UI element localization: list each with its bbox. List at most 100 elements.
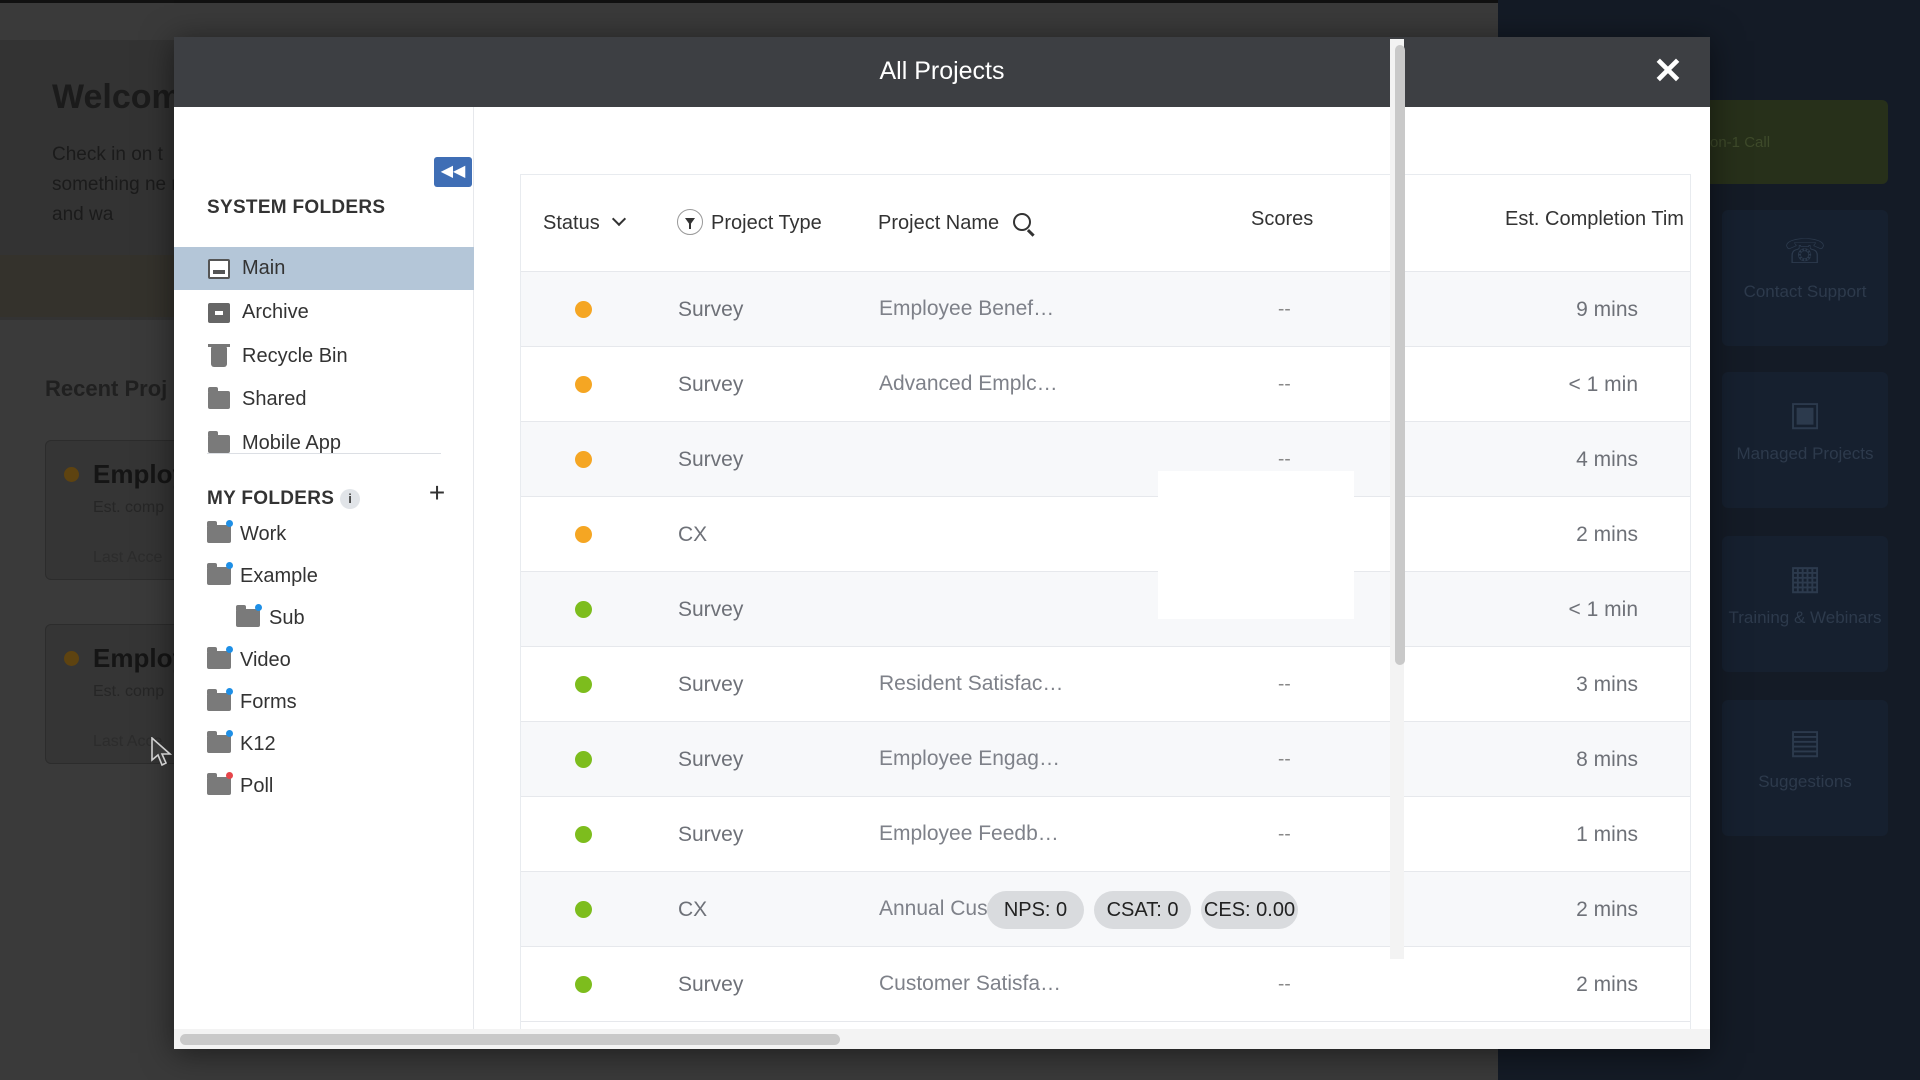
completion-time-cell: 2 mins: [1576, 523, 1638, 546]
folder-label: Video: [240, 648, 291, 671]
table-header: Status Project Type Project Name Scores …: [521, 175, 1690, 272]
vertical-scrollbar-thumb[interactable]: [1395, 45, 1405, 665]
project-type-cell: Survey: [678, 823, 744, 846]
project-type-column-header[interactable]: Project Type: [677, 175, 822, 271]
project-type-cell: Survey: [678, 298, 744, 321]
folder-item-poll[interactable]: Poll: [207, 769, 273, 803]
training-webinars-tile[interactable]: ▦ Training & Webinars: [1722, 536, 1888, 672]
trash-icon: [208, 343, 230, 367]
filter-icon[interactable]: [677, 209, 703, 235]
table-row[interactable]: Survey Employee Feedb… -- 1 mins: [521, 797, 1690, 872]
contact-support-tile[interactable]: ☏ Contact Support: [1722, 210, 1888, 346]
sidebar-item-label: Recycle Bin: [242, 345, 348, 367]
table-row[interactable]: Survey Advanced Emplc… -- < 1 min: [521, 347, 1690, 422]
scores-cell: --: [1278, 674, 1291, 695]
completion-time-cell: 2 mins: [1576, 898, 1638, 921]
folder-icon: [208, 430, 230, 453]
table-row[interactable]: Survey Resident Satisfac… -- 3 mins: [521, 647, 1690, 722]
folder-item-sub[interactable]: Sub: [236, 601, 305, 635]
my-folders-heading: MY FOLDERS i: [207, 488, 361, 510]
sidebar-item-recycle-bin[interactable]: Recycle Bin: [174, 335, 474, 378]
folder-item-example[interactable]: Example: [207, 559, 318, 593]
recent-project-card[interactable]: Employ Est. comp Last Acce: [45, 440, 187, 580]
folder-item-work[interactable]: Work: [207, 517, 286, 551]
folder-item-video[interactable]: Video: [207, 643, 291, 677]
scores-cell: --: [1278, 974, 1291, 995]
archive-icon: [208, 302, 230, 323]
chevron-down-icon: [611, 211, 626, 227]
horizontal-scrollbar-thumb[interactable]: [180, 1034, 840, 1045]
close-icon[interactable]: ✕: [1652, 50, 1684, 91]
project-type-cell: Survey: [678, 748, 744, 771]
project-name-link[interactable]: Employee Feedb…: [879, 822, 1059, 845]
my-folders-label: MY FOLDERS: [207, 488, 335, 509]
folder-tag: [226, 520, 233, 527]
status-dot: [64, 651, 79, 666]
scores-cell: --: [1278, 374, 1291, 395]
sidebar-divider: [207, 453, 441, 454]
folder-tag: [226, 646, 233, 653]
scores-cell: --: [1278, 824, 1291, 845]
completion-time-cell: 4 mins: [1576, 448, 1638, 471]
sidebar-item-mobile-app[interactable]: Mobile App: [174, 422, 474, 465]
sidebar-item-label: Mobile App: [242, 432, 341, 454]
card-last-accessed: Last Acce: [93, 549, 163, 566]
status-dot: [575, 601, 592, 618]
project-name-column-header[interactable]: Project Name: [878, 175, 1032, 271]
add-folder-icon[interactable]: +: [428, 477, 446, 508]
completion-time-cell: 9 mins: [1576, 298, 1638, 321]
folder-label: Poll: [240, 774, 274, 797]
sidebar-item-shared[interactable]: Shared: [174, 378, 474, 421]
card-meta: Est. comp: [93, 499, 165, 516]
status-dot: [575, 826, 592, 843]
sidebar-item-label: Archive: [242, 301, 309, 323]
project-name-link[interactable]: Advanced Emplc…: [879, 372, 1058, 395]
project-name-link[interactable]: Resident Satisfac…: [879, 672, 1064, 695]
status-dot: [575, 301, 592, 318]
table-row[interactable]: CX Annual Custome… NPS: 0 CSAT: 0 CES: 0.00 2…: [521, 872, 1690, 947]
tile-label: Training & Webinars: [1728, 608, 1882, 627]
table-row[interactable]: Survey--< 1 min: [521, 572, 1690, 647]
table-row[interactable]: Survey -- 4 mins: [521, 422, 1690, 497]
column-label: Project Name: [878, 212, 1000, 234]
status-dot: [575, 976, 592, 993]
completion-time-cell: 1 mins: [1576, 823, 1638, 846]
table-row[interactable]: CX--2 mins: [521, 497, 1690, 572]
folder-item-k12[interactable]: K12: [207, 727, 276, 761]
completion-time-cell: 3 mins: [1576, 673, 1638, 696]
card-last-accessed: Last Acce: [93, 733, 163, 750]
project-name-link[interactable]: Employee Engag…: [879, 747, 1060, 770]
status-dot: [575, 376, 592, 393]
project-name-link[interactable]: Customer Satisfa…: [879, 972, 1062, 995]
sidebar-item-main[interactable]: Main: [174, 247, 474, 290]
managed-projects-tile[interactable]: ▣ Managed Projects: [1722, 372, 1888, 508]
project-type-cell: Survey: [678, 673, 744, 696]
completion-time-column-header[interactable]: Est. Completion Tim: [1505, 208, 1684, 230]
suggestions-tile[interactable]: ▤ Suggestions: [1722, 700, 1888, 836]
double-chevron-left-icon[interactable]: ◀◀: [434, 157, 472, 187]
redacted-area: [1158, 471, 1354, 619]
score-pill: NPS: 0: [987, 891, 1084, 929]
scores-cell: --: [1278, 749, 1291, 770]
table-row[interactable]: Survey Employee Benef… -- 9 mins: [521, 272, 1690, 347]
folder-item-forms[interactable]: Forms: [207, 685, 297, 719]
folder-label: Sub: [269, 606, 305, 629]
folder-label: K12: [240, 732, 276, 755]
status-dot: [64, 467, 79, 482]
card-title: Employ: [93, 643, 187, 673]
modal-title: All Projects: [879, 57, 1005, 85]
recent-projects-heading: Recent Proj: [45, 376, 168, 401]
recent-project-card[interactable]: Employ Est. comp Last Acce: [45, 624, 187, 764]
sidebar-item-archive[interactable]: Archive: [174, 291, 474, 334]
scores-column-header: Scores: [1251, 208, 1314, 230]
status-dot: [575, 751, 592, 768]
search-icon[interactable]: [1013, 213, 1032, 231]
tile-label: Suggestions: [1758, 772, 1852, 791]
table-row[interactable]: Survey Customer Satisfa… -- 2 mins: [521, 947, 1690, 1022]
info-icon[interactable]: i: [340, 489, 361, 509]
table-row[interactable]: Survey Employee Engag… -- 8 mins: [521, 722, 1690, 797]
project-type-cell: CX: [678, 898, 708, 921]
tile-label: Contact Support: [1743, 282, 1867, 301]
status-column-header[interactable]: Status: [543, 175, 626, 271]
project-name-link[interactable]: Employee Benef…: [879, 297, 1055, 320]
